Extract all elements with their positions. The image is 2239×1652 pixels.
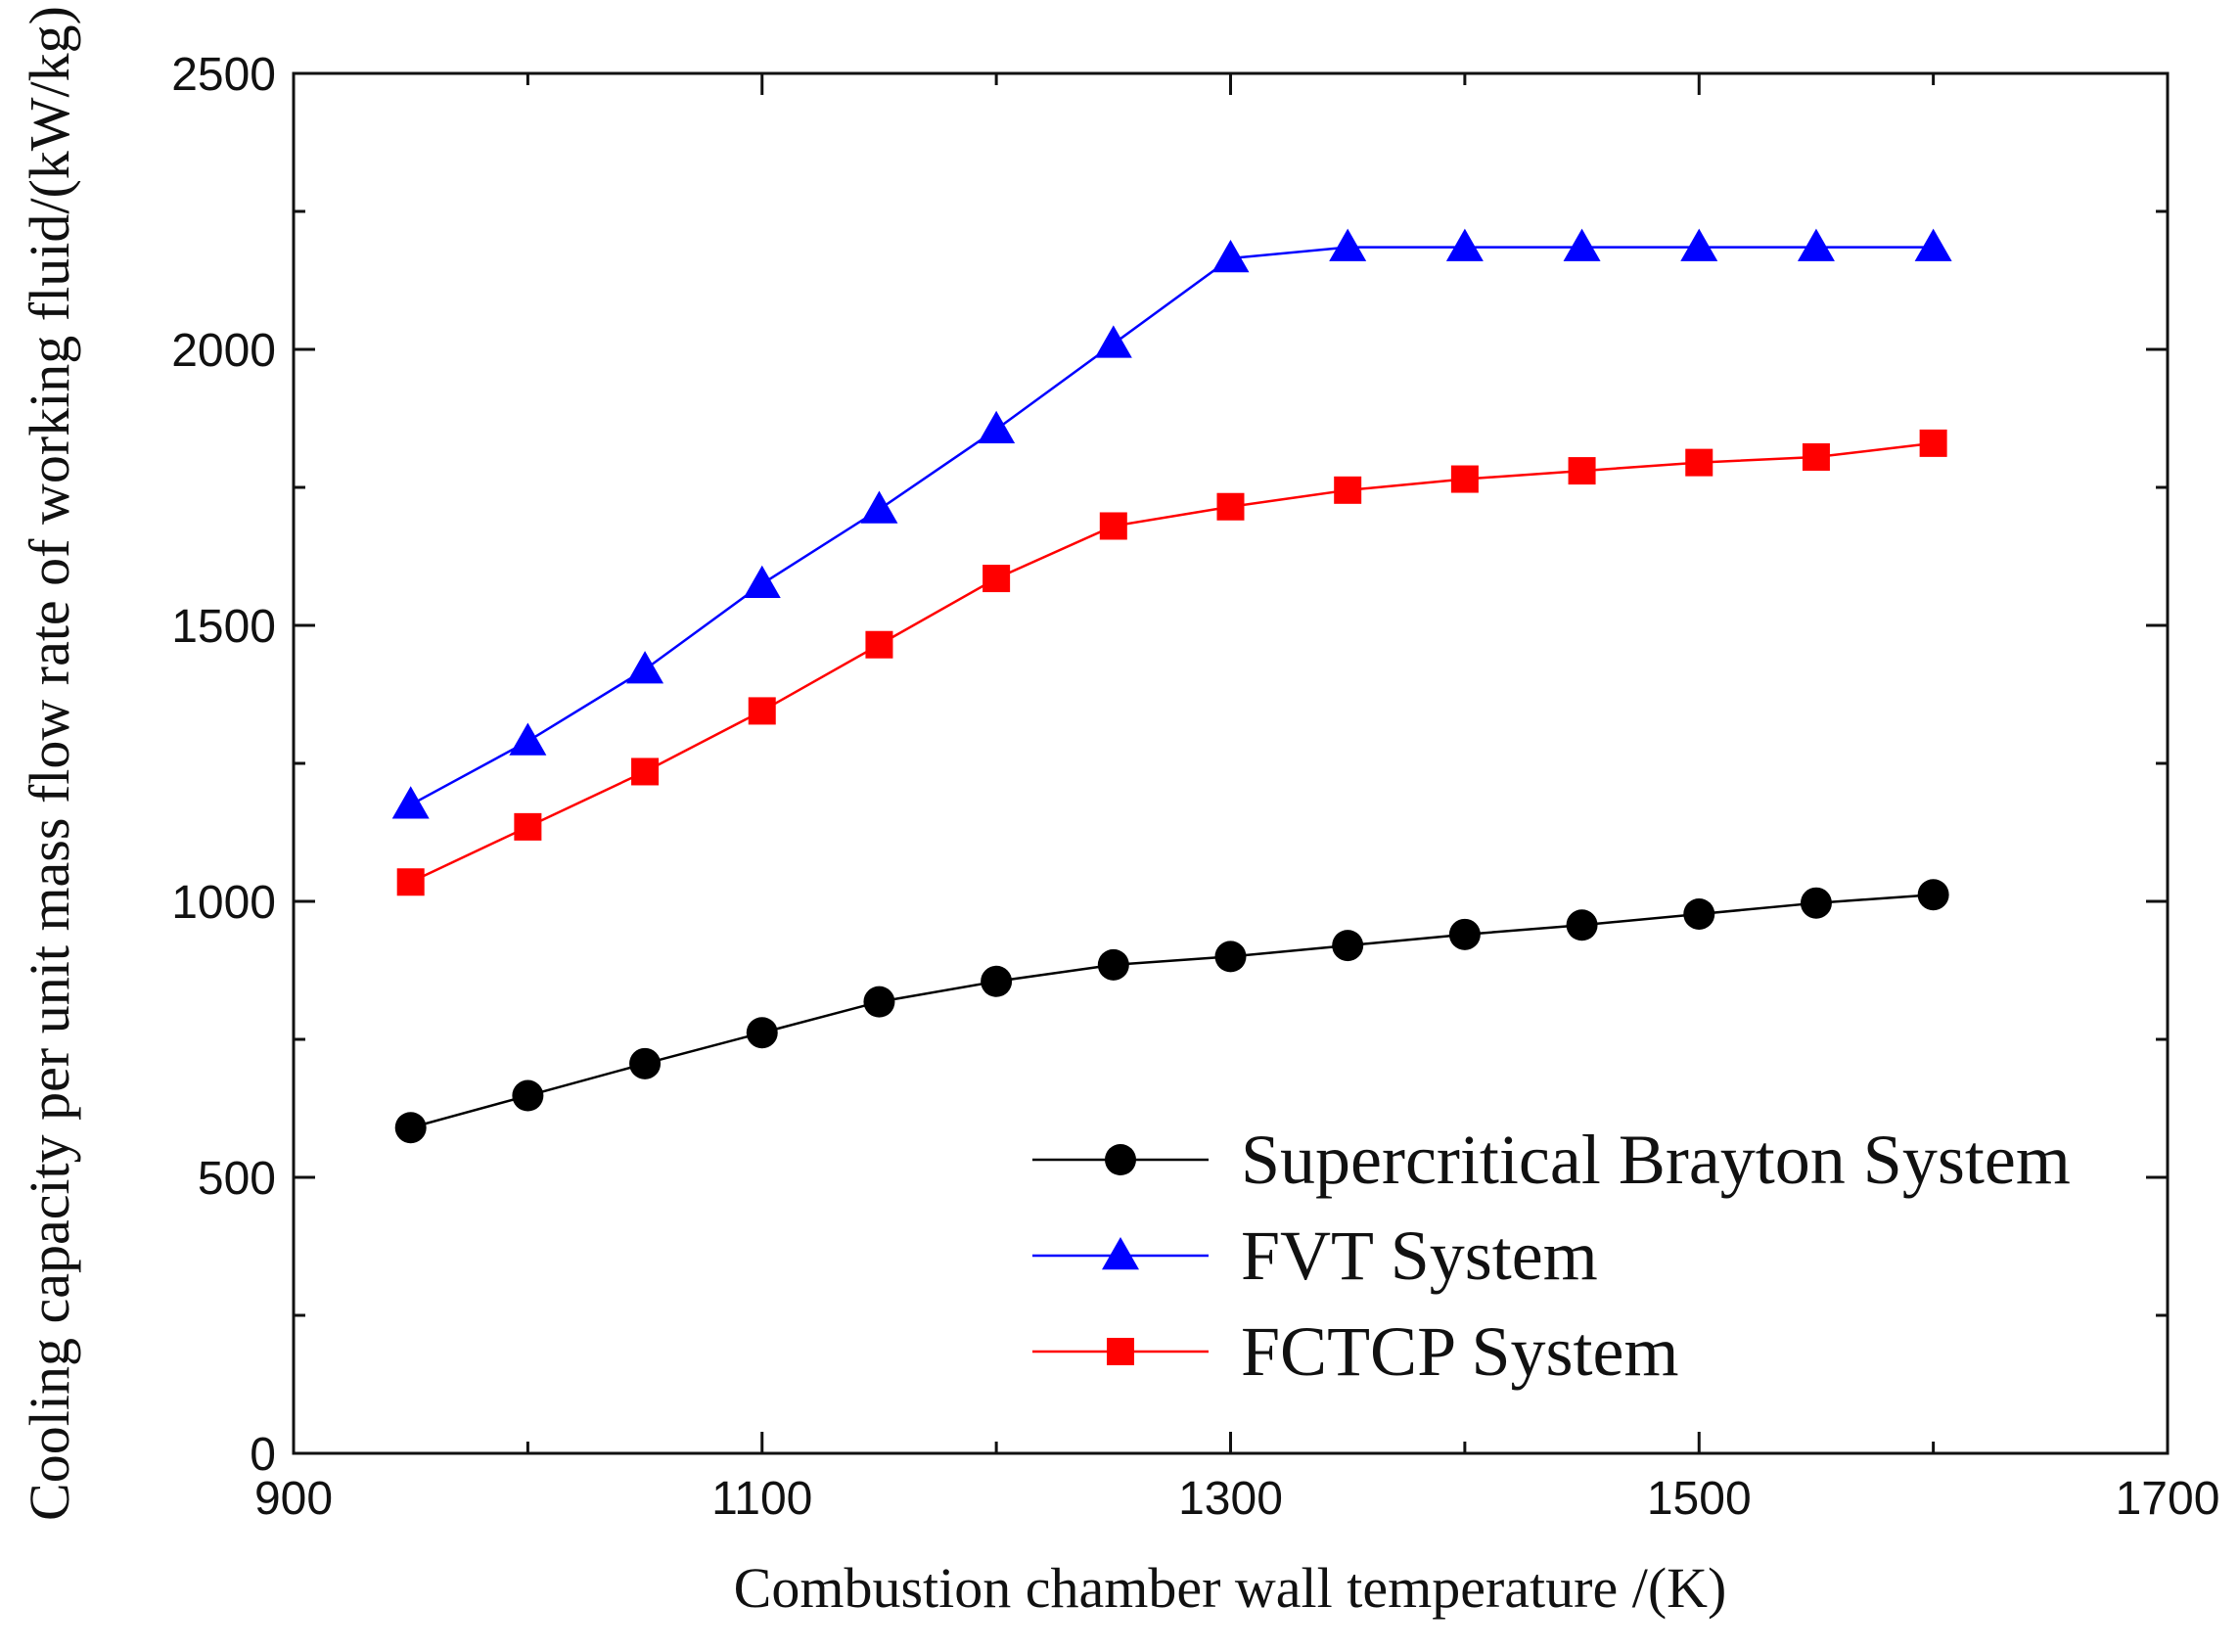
x-tick-label: 900 — [254, 1473, 333, 1525]
x-tick-label: 1300 — [1178, 1473, 1283, 1525]
y-tick-label: 2500 — [171, 49, 276, 101]
legend-label: FVT System — [1241, 1216, 1598, 1295]
data-point — [1683, 897, 1715, 930]
data-point — [1563, 228, 1601, 261]
legend-marker — [1105, 1144, 1136, 1175]
data-point — [748, 697, 776, 725]
series-line — [410, 893, 1934, 1129]
series-line — [410, 246, 1934, 806]
axis-ticks — [292, 71, 2170, 1455]
data-point — [1919, 429, 1947, 457]
legend-label: FCTCP System — [1241, 1312, 1678, 1391]
data-point — [1800, 887, 1832, 919]
data-point — [1914, 228, 1952, 261]
data-point — [1099, 512, 1127, 540]
x-tick-label: 1700 — [2116, 1473, 2220, 1525]
legend-marker — [1107, 1338, 1134, 1365]
data-point — [1450, 465, 1479, 493]
data-point — [1917, 879, 1949, 911]
data-point — [743, 565, 781, 598]
data-point — [1680, 228, 1718, 261]
data-point — [863, 986, 895, 1018]
data-point — [1094, 325, 1132, 358]
x-axis-title: Combustion chamber wall temperature /(K) — [734, 1556, 1727, 1620]
data-point — [860, 490, 898, 524]
y-tick-label: 2000 — [171, 325, 276, 377]
data-point — [396, 868, 425, 896]
legend-label: Supercritical Brayton System — [1241, 1121, 2071, 1199]
y-tick-label: 0 — [250, 1429, 276, 1481]
data-point — [631, 757, 660, 786]
y-tick-label: 500 — [198, 1153, 276, 1205]
data-point — [1097, 948, 1129, 981]
data-point — [746, 1017, 778, 1049]
data-point — [512, 1079, 544, 1112]
data-point — [1802, 442, 1830, 471]
x-tick-label: 1100 — [711, 1473, 812, 1525]
data-point — [1566, 909, 1598, 941]
data-point — [629, 1047, 662, 1079]
data-point — [391, 786, 430, 819]
series-line — [410, 441, 1934, 884]
data-point — [1448, 918, 1481, 950]
y-tick-label: 1000 — [171, 877, 276, 929]
data-point — [514, 812, 542, 841]
data-point — [1797, 228, 1835, 261]
data-point — [1211, 239, 1250, 273]
data-point — [626, 651, 664, 684]
data-point — [509, 722, 547, 756]
data-point — [981, 965, 1013, 997]
series-markers — [391, 228, 1952, 1144]
plot-frame — [292, 71, 2170, 1455]
data-point — [1334, 476, 1362, 504]
data-point — [1329, 228, 1367, 261]
y-tick-label: 1500 — [171, 601, 276, 653]
legend: Supercritical Brayton System FVT System FC… — [1032, 1121, 2071, 1391]
data-point — [1332, 930, 1364, 962]
data-point — [1685, 448, 1714, 477]
legend-marker — [1102, 1237, 1139, 1270]
data-point — [1214, 941, 1247, 973]
data-point — [394, 1112, 427, 1144]
data-point — [1216, 492, 1245, 521]
x-tick-label: 1500 — [1647, 1473, 1752, 1525]
data-point — [1568, 457, 1596, 485]
data-point — [982, 565, 1011, 593]
data-point — [1445, 228, 1484, 261]
tick-labels: 900 1100 1300 1500 1700 0 500 1000 1500 2000 2500 — [171, 49, 2219, 1525]
data-point — [978, 410, 1016, 444]
y-axis-title: Cooling capacity per unit mass flow rate… — [18, 6, 81, 1521]
data-point — [865, 630, 893, 659]
series-lines — [410, 246, 1934, 1129]
